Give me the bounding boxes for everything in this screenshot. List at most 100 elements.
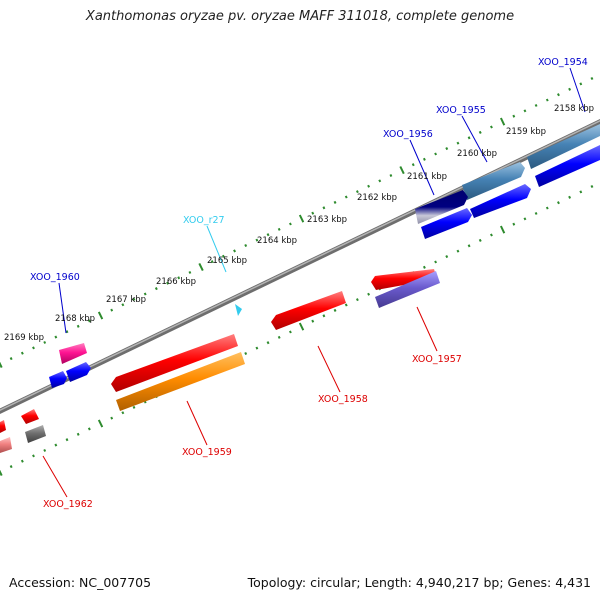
upper-track-minor-tick: [87, 319, 91, 323]
upper-track-minor-tick: [233, 249, 236, 253]
upper-track-minor-tick: [143, 292, 147, 296]
gene-name-labels: XOO_1954 XOO_1955 XOO_1956 XOO_r27 XOO_1…: [30, 57, 588, 510]
upper-track-minor-tick: [422, 157, 426, 161]
kbp-label-2162: 2162 kbp: [357, 193, 397, 203]
lower-track-minor-tick: [121, 411, 125, 415]
upper-track-minor-tick: [344, 195, 348, 199]
gene-xoo-1954-lower: [535, 145, 600, 187]
label-xoo-1954[interactable]: XOO_1954: [538, 57, 588, 68]
lower-track-minor-tick: [344, 303, 348, 307]
gene-xoo-1960: [59, 343, 87, 364]
kbp-label-2163: 2163 kbp: [307, 215, 347, 225]
kbp-label-2169: 2169 kbp: [4, 333, 44, 343]
upper-track-major-tick: [298, 214, 305, 223]
upper-track-minor-tick: [132, 297, 136, 301]
lower-track-minor-tick: [445, 255, 449, 259]
lower-track-minor-tick: [422, 265, 426, 269]
lower-track-minor-tick: [266, 341, 270, 345]
kbp-label-2166: 2166 kbp: [156, 277, 196, 287]
upper-track-minor-tick: [255, 238, 259, 242]
gene-xoo-1959: [111, 334, 238, 392]
label-xoo-r27[interactable]: XOO_r27: [183, 215, 225, 226]
genome-backbone: [0, 119, 600, 414]
upper-track-minor-tick: [389, 173, 393, 178]
lower-track-minor-tick: [9, 465, 13, 469]
upper-track-minor-tick: [355, 190, 359, 194]
gene-xoo-1962: [21, 409, 39, 424]
upper-track-minor-tick: [121, 303, 125, 307]
upper-track-minor-tick: [76, 324, 80, 328]
label-xoo-1960[interactable]: XOO_1960: [30, 272, 80, 283]
gene-edge-red: [0, 420, 6, 433]
lower-track-minor-tick: [367, 292, 371, 296]
leader-xoo-1956: [409, 139, 435, 196]
lower-track-minor-tick: [467, 244, 471, 248]
leader-xoo-1954: [569, 67, 586, 113]
accession-text: Accession: NC_007705: [9, 575, 152, 590]
lower-track-minor-tick: [434, 260, 438, 264]
lower-track-major-tick: [97, 419, 104, 428]
leader-xoo-1959: [186, 400, 208, 446]
lower-track-minor-tick: [333, 308, 337, 312]
upper-track-minor-tick: [32, 346, 35, 350]
gene-xoo-1955: [462, 162, 525, 200]
label-xoo-1956[interactable]: XOO_1956: [383, 129, 433, 140]
label-xoo-1959[interactable]: XOO_1959: [182, 447, 232, 458]
lower-track-minor-tick: [20, 459, 24, 463]
upper-track-major-tick: [97, 311, 104, 320]
upper-track-minor-tick: [177, 276, 181, 280]
leader-xoo-1957: [416, 306, 438, 352]
gene-xoo-1961: [49, 371, 67, 388]
lower-track-minor-tick: [590, 184, 594, 189]
lower-track-major-tick: [0, 469, 3, 477]
gene-xoo-1959b: [116, 352, 245, 411]
kbp-label-2158: 2158 kbp: [554, 104, 594, 114]
label-xoo-1955[interactable]: XOO_1955: [436, 105, 486, 116]
upper-track-minor-tick: [411, 163, 415, 167]
leader-xoo-1955: [461, 115, 488, 163]
upper-track-minor-tick: [568, 87, 572, 91]
upper-track-minor-tick: [523, 109, 527, 113]
gene-xoo-1957b: [375, 271, 440, 308]
upper-track-major-tick: [198, 262, 204, 272]
upper-track-minor-tick: [590, 76, 594, 81]
kbp-label-2161: 2161 kbp: [407, 172, 447, 182]
lower-track-minor-tick: [456, 249, 460, 253]
upper-track-minor-tick: [367, 184, 371, 188]
lower-track-minor-tick: [490, 233, 493, 237]
upper-track-minor-tick: [445, 147, 449, 151]
genome-summary-text: Topology: circular; Length: 4,940,217 bp…: [247, 575, 591, 590]
upper-track-minor-tick: [557, 93, 560, 97]
label-xoo-1958[interactable]: XOO_1958: [318, 394, 368, 405]
gene-xoo-1960b: [66, 362, 91, 382]
lower-track-minor-tick: [545, 206, 549, 210]
reverse-genes: [0, 269, 440, 453]
upper-track-major-tick: [0, 361, 3, 369]
upper-track-minor-tick: [322, 206, 326, 210]
gene-xoo-1955b: [470, 184, 531, 218]
upper-track-minor-tick: [210, 260, 214, 264]
upper-track-minor-tick: [490, 125, 493, 129]
genome-backbone-highlight: [0, 119, 600, 412]
lower-track-minor-tick: [322, 314, 326, 318]
lower-track-minor-tick: [568, 195, 572, 199]
gene-xoo-r27: [235, 304, 242, 316]
gene-xoo-1954-upper: [527, 124, 600, 169]
lower-track-minor-tick: [534, 211, 538, 215]
lower-track-minor-tick: [132, 405, 136, 409]
lower-track-minor-tick: [43, 448, 47, 452]
lower-track-major-tick: [499, 225, 506, 234]
label-xoo-1962[interactable]: XOO_1962: [43, 499, 93, 510]
upper-track-minor-tick: [54, 335, 58, 339]
upper-track-minor-tick: [244, 243, 248, 248]
lower-track-minor-tick: [76, 432, 80, 436]
upper-track-minor-tick: [20, 351, 24, 355]
lower-track-minor-tick: [478, 238, 482, 242]
gene-xoo-1962b: [25, 425, 46, 443]
lower-track-minor-tick: [110, 416, 114, 420]
lower-track-minor-tick: [311, 319, 315, 323]
gene-xoo-1957: [371, 269, 437, 290]
tick-track-upper: [0, 76, 594, 369]
label-xoo-1957[interactable]: XOO_1957: [412, 354, 462, 365]
